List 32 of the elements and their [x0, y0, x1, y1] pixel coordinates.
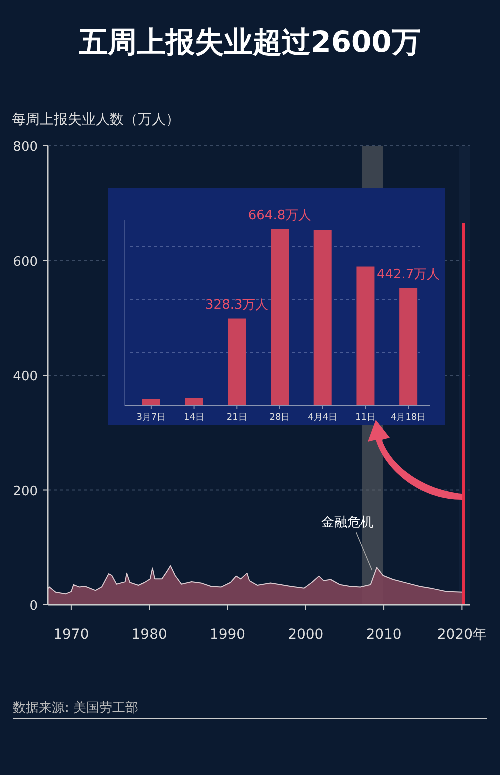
bar [314, 230, 332, 406]
x-tick-label: 4月18日 [390, 413, 426, 423]
x-tick-label: 4月4日 [308, 413, 338, 423]
bar [356, 266, 375, 406]
x-tick-label: 2020年 [437, 627, 488, 643]
bar [271, 229, 289, 406]
x-tick-label: 3月7日 [136, 413, 166, 423]
bar [185, 398, 204, 406]
bar [228, 318, 246, 406]
x-tick-label: 2000 [288, 627, 324, 643]
data-label: 664.8万人 [248, 208, 312, 224]
source-note: 数据来源: 美国劳工部 [13, 700, 139, 716]
x-tick-label: 21日 [226, 413, 248, 423]
y-tick-label: 0 [30, 599, 38, 614]
x-tick-label: 2010 [366, 627, 402, 643]
data-label: 442.7万人 [376, 267, 440, 282]
y-tick-label: 400 [13, 370, 38, 384]
y-tick-label: 600 [13, 254, 38, 270]
chart-title: 五周上报失业超过2600万 [78, 25, 421, 59]
x-tick-label: 1970 [54, 627, 90, 643]
y-tick-label: 800 [13, 140, 38, 155]
x-tick-label: 28日 [270, 413, 290, 423]
x-tick-label: 14日 [184, 413, 205, 423]
y-tick-label: 200 [13, 484, 38, 500]
x-tick-label: 1990 [210, 627, 246, 643]
bar [400, 288, 418, 406]
x-tick-label: 11日 [355, 413, 376, 423]
annotation: 金融危机 [321, 516, 374, 531]
y-axis-title: 每周上报失业人数（万人） [12, 112, 180, 128]
data-label: 328.3万人 [206, 298, 269, 313]
bar [142, 399, 160, 406]
x-tick-label: 1980 [132, 627, 168, 643]
